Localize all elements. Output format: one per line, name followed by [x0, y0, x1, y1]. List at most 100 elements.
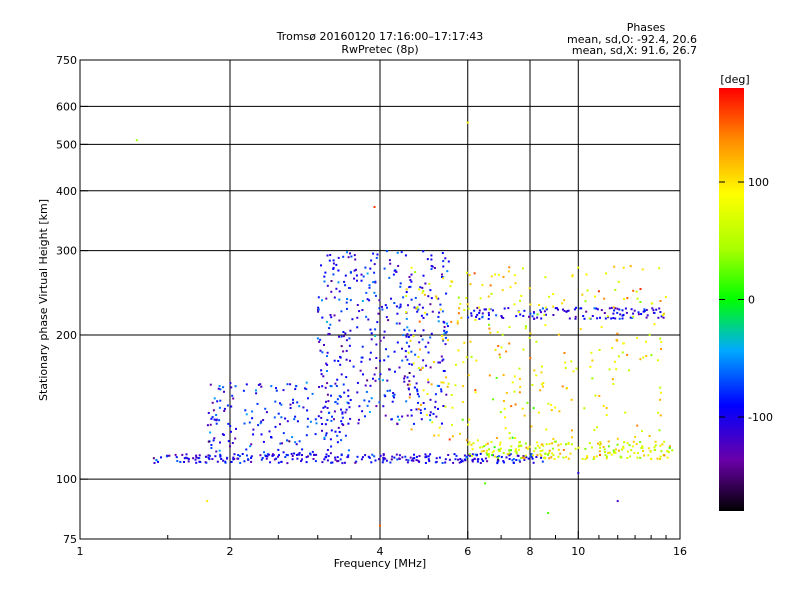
- data-point: [518, 448, 520, 451]
- data-point: [634, 436, 637, 439]
- data-point: [447, 339, 449, 342]
- data-point: [653, 446, 656, 449]
- data-point: [216, 460, 219, 463]
- data-point: [403, 377, 406, 380]
- data-point: [324, 423, 327, 426]
- data-point: [446, 385, 449, 388]
- data-point: [501, 316, 503, 319]
- data-point: [195, 456, 198, 459]
- data-point: [207, 456, 210, 459]
- data-point: [625, 311, 628, 314]
- data-point: [593, 457, 596, 460]
- data-point: [399, 303, 402, 306]
- data-point: [649, 450, 652, 453]
- data-point: [301, 458, 303, 461]
- data-point: [534, 447, 537, 450]
- data-point: [584, 458, 587, 461]
- data-point: [320, 369, 323, 372]
- data-point: [422, 274, 425, 277]
- data-point: [418, 348, 421, 351]
- data-point: [418, 303, 421, 306]
- data-point: [476, 306, 479, 309]
- data-point: [210, 417, 213, 420]
- data-point: [330, 280, 333, 282]
- data-point: [565, 310, 568, 313]
- data-point: [406, 358, 409, 361]
- data-point: [329, 452, 332, 455]
- data-point: [543, 314, 546, 316]
- data-point: [349, 399, 352, 401]
- data-point: [559, 443, 562, 446]
- data-point: [455, 363, 457, 366]
- data-point: [481, 458, 483, 461]
- data-point: [528, 445, 531, 448]
- data-point: [541, 449, 544, 452]
- data-point: [591, 359, 594, 362]
- data-point: [226, 457, 228, 460]
- data-point: [340, 454, 343, 457]
- data-point: [341, 462, 344, 465]
- data-point: [396, 415, 399, 418]
- data-point: [185, 453, 188, 456]
- data-point: [387, 319, 390, 322]
- data-point: [590, 446, 593, 449]
- data-point: [552, 454, 555, 457]
- data-point: [313, 453, 315, 456]
- data-point: [187, 458, 190, 460]
- data-point: [381, 305, 383, 308]
- data-point: [424, 462, 427, 464]
- data-point: [372, 377, 374, 380]
- data-point: [329, 314, 332, 316]
- data-point: [496, 331, 499, 334]
- data-point: [579, 328, 582, 331]
- data-point: [207, 440, 210, 443]
- data-point: [524, 454, 527, 457]
- data-point: [612, 317, 615, 319]
- data-point: [594, 394, 597, 397]
- data-point: [401, 456, 404, 459]
- data-point: [658, 307, 661, 310]
- data-point: [522, 348, 525, 351]
- data-point: [536, 316, 539, 319]
- data-point: [247, 458, 249, 461]
- data-point: [620, 448, 623, 451]
- data-point: [532, 461, 535, 464]
- data-point: [396, 251, 399, 254]
- data-point: [338, 431, 341, 433]
- data-point: [442, 277, 445, 280]
- y-tick-label: 200: [56, 329, 77, 342]
- data-point: [323, 437, 326, 440]
- data-point: [317, 415, 320, 418]
- data-point: [603, 448, 606, 451]
- data-point: [275, 387, 277, 390]
- data-point: [518, 444, 521, 447]
- data-point: [226, 404, 229, 407]
- data-point: [414, 329, 416, 332]
- data-point: [621, 309, 624, 312]
- data-point: [520, 457, 523, 459]
- data-point: [382, 336, 385, 339]
- data-point: [347, 402, 350, 405]
- data-point: [505, 391, 508, 394]
- data-point: [259, 422, 262, 425]
- stats-line-o: mean, sd,O: -92.4, 20.6: [567, 33, 697, 46]
- data-point: [647, 454, 650, 457]
- data-point: [333, 410, 336, 413]
- data-point: [433, 267, 436, 269]
- data-point: [330, 429, 333, 432]
- y-tick-label: 100: [56, 473, 77, 486]
- data-point: [374, 335, 377, 337]
- data-point: [317, 310, 320, 313]
- data-point: [658, 267, 661, 270]
- data-point: [338, 290, 341, 293]
- data-point: [153, 462, 156, 464]
- data-point: [465, 456, 468, 459]
- data-point: [628, 369, 630, 372]
- data-point: [187, 460, 190, 463]
- data-point: [429, 453, 432, 456]
- data-point: [218, 385, 221, 387]
- data-point: [458, 307, 461, 310]
- data-point: [484, 308, 487, 311]
- data-point: [186, 457, 189, 460]
- data-point: [411, 363, 413, 366]
